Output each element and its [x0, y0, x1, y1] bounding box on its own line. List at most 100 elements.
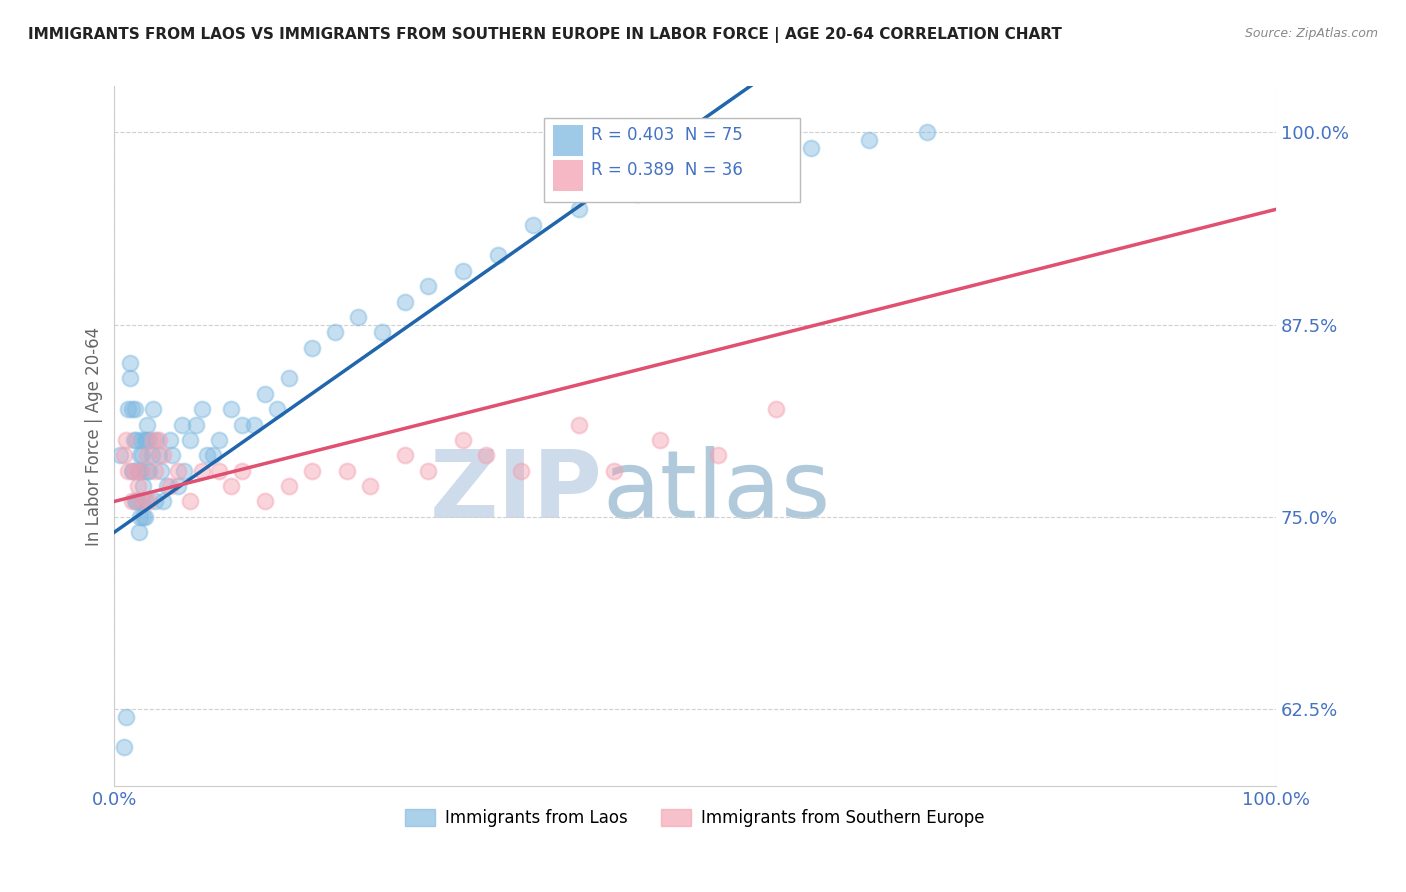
Point — [568, 417, 591, 432]
Y-axis label: In Labor Force | Age 20-64: In Labor Force | Age 20-64 — [86, 326, 103, 546]
Point — [128, 464, 150, 478]
Point — [143, 494, 166, 508]
Text: R = 0.389  N = 36: R = 0.389 N = 36 — [591, 161, 742, 179]
Point — [112, 448, 135, 462]
Point — [127, 494, 149, 508]
Point — [136, 448, 159, 462]
Point — [117, 464, 139, 478]
Point — [125, 494, 148, 508]
Point — [190, 402, 212, 417]
Point — [124, 494, 146, 508]
Point — [132, 509, 155, 524]
Point — [156, 479, 179, 493]
Point — [179, 494, 201, 508]
Point — [142, 402, 165, 417]
Text: R = 0.403  N = 75: R = 0.403 N = 75 — [591, 127, 742, 145]
Text: IMMIGRANTS FROM LAOS VS IMMIGRANTS FROM SOUTHERN EUROPE IN LABOR FORCE | AGE 20-: IMMIGRANTS FROM LAOS VS IMMIGRANTS FROM … — [28, 27, 1062, 43]
Point — [370, 326, 392, 340]
Point — [124, 464, 146, 478]
Point — [301, 464, 323, 478]
Point — [131, 448, 153, 462]
Point — [243, 417, 266, 432]
Point — [301, 341, 323, 355]
Point — [359, 479, 381, 493]
Point — [152, 494, 174, 508]
Point — [132, 494, 155, 508]
Point — [141, 448, 163, 462]
Point — [148, 433, 170, 447]
Point — [159, 479, 181, 493]
Point — [136, 464, 159, 478]
Point — [167, 464, 190, 478]
Point — [121, 402, 143, 417]
Point — [135, 433, 157, 447]
Point — [121, 494, 143, 508]
Point — [142, 433, 165, 447]
Point — [266, 402, 288, 417]
Point — [254, 386, 277, 401]
Point — [683, 171, 706, 186]
Point — [184, 417, 207, 432]
Point — [202, 448, 225, 462]
Point — [917, 126, 939, 140]
Point — [765, 402, 787, 417]
Point — [124, 402, 146, 417]
Point — [277, 479, 299, 493]
Point — [858, 133, 880, 147]
Point — [138, 464, 160, 478]
Point — [118, 356, 141, 370]
Point — [219, 402, 242, 417]
Point — [510, 464, 533, 478]
Point — [143, 464, 166, 478]
Point — [129, 433, 152, 447]
FancyBboxPatch shape — [544, 118, 800, 202]
Point — [131, 494, 153, 508]
Point — [115, 709, 138, 723]
Point — [416, 464, 439, 478]
Point — [336, 464, 359, 478]
Point — [159, 433, 181, 447]
Point — [162, 448, 184, 462]
Point — [128, 525, 150, 540]
Point — [323, 326, 346, 340]
Point — [742, 156, 765, 170]
Point — [134, 433, 156, 447]
Point — [122, 433, 145, 447]
Point — [127, 479, 149, 493]
Text: Source: ZipAtlas.com: Source: ZipAtlas.com — [1244, 27, 1378, 40]
Text: ZIP: ZIP — [429, 446, 602, 538]
Point — [129, 448, 152, 462]
Point — [416, 279, 439, 293]
Point — [208, 464, 231, 478]
Point — [110, 448, 132, 462]
Point — [800, 141, 823, 155]
Point — [149, 464, 172, 478]
Point — [136, 417, 159, 432]
Point — [707, 448, 730, 462]
Bar — [554, 125, 582, 156]
Text: atlas: atlas — [602, 446, 831, 538]
Point — [127, 464, 149, 478]
Point — [254, 494, 277, 508]
Point — [170, 417, 193, 432]
Point — [475, 448, 498, 462]
Point — [167, 479, 190, 493]
Point — [138, 433, 160, 447]
Point — [394, 448, 416, 462]
Point — [135, 494, 157, 508]
Point — [277, 371, 299, 385]
Point — [138, 494, 160, 508]
Point — [522, 218, 544, 232]
Point — [208, 433, 231, 447]
Point — [451, 433, 474, 447]
Point — [112, 740, 135, 755]
Point — [219, 479, 242, 493]
Legend: Immigrants from Laos, Immigrants from Southern Europe: Immigrants from Laos, Immigrants from So… — [399, 802, 991, 833]
Point — [650, 433, 672, 447]
Point — [603, 464, 626, 478]
Point — [152, 448, 174, 462]
Point — [132, 479, 155, 493]
Point — [347, 310, 370, 324]
Point — [231, 464, 253, 478]
Point — [568, 202, 591, 217]
